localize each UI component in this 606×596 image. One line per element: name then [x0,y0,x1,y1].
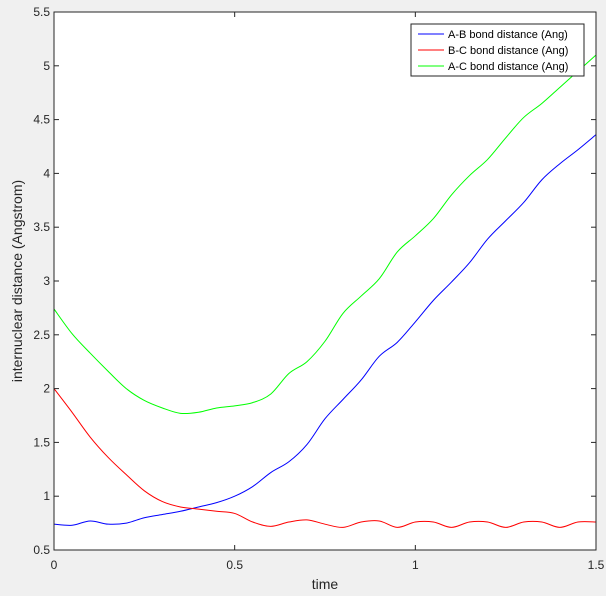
legend-label-2: B-C bond distance (Ang) [448,45,568,57]
series-line-2 [53,388,597,528]
x-axis: 0 0.5 1 1.5 [51,12,605,572]
legend-label-1: A-B bond distance (Ang) [448,29,568,41]
y-tick-label: 2.5 [33,328,50,342]
y-tick-label: 4 [43,166,50,180]
legend: A-B bond distance (Ang) B-C bond distance… [410,23,585,77]
y-tick-label: 5 [43,59,50,73]
y-tick-label: 0.5 [33,543,50,557]
y-axis-label: internuclear distance (Angstrom) [9,180,25,382]
y-tick-label: 4.5 [33,113,50,127]
x-tick-label: 0.5 [226,558,243,572]
y-tick-label: 3.5 [33,220,50,234]
x-axis-label: time [312,576,339,591]
x-tick-label: 1.5 [588,558,605,572]
y-tick-label: 1.5 [33,435,50,449]
series-line-1 [53,134,597,526]
series-layer [53,54,597,528]
series-line-3 [53,54,597,415]
x-tick-label: 1 [412,558,419,572]
y-tick-label: 2 [43,382,50,396]
y-tick-label: 3 [43,274,50,288]
legend-label-3: A-C bond distance (Ang) [448,61,568,73]
plot-area [54,12,596,550]
y-tick-label: 1 [43,489,50,503]
y-axis: 0.5 1 1.5 2 2.5 3 3.5 4 4.5 5 5.5 [33,5,596,557]
y-tick-label: 5.5 [33,5,50,19]
x-tick-label: 0 [51,558,58,572]
